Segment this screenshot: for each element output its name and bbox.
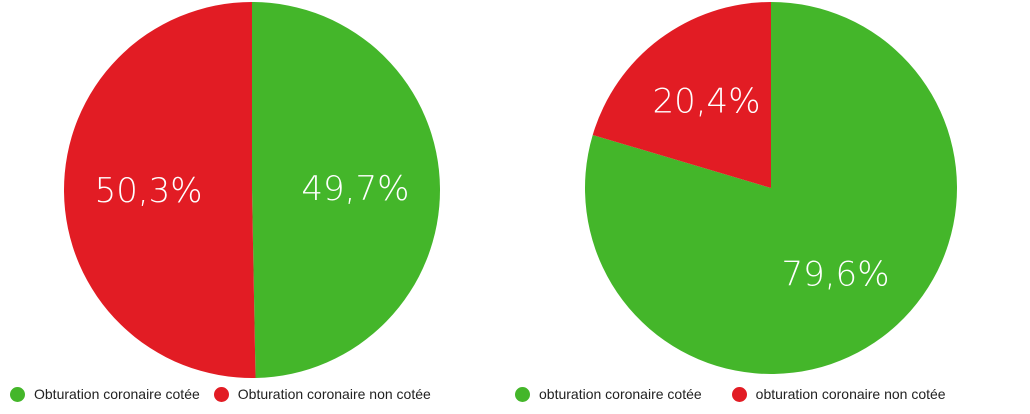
slice-percent-label: 20,4% <box>652 82 760 122</box>
legend-dot-icon <box>731 386 747 402</box>
legend-label: obturation coronaire cotée <box>539 386 702 402</box>
slice-percent-label: 50,3% <box>95 171 203 211</box>
chart-left: 49,7% 50,3% Obturation coronaire cotée Ob… <box>0 0 510 414</box>
pie-slice <box>252 2 440 378</box>
legend-left: Obturation coronaire cotée Obturation co… <box>10 386 431 402</box>
legend-dot-icon <box>515 386 530 402</box>
legend-label: Obturation coronaire cotée <box>34 386 200 402</box>
legend-item-cotee: obturation coronaire cotée <box>515 386 702 402</box>
slice-percent-label: 79,6% <box>781 254 889 294</box>
pie-slice <box>63 2 256 379</box>
legend-dot-icon <box>213 386 229 402</box>
legend-item-non-cotee: Obturation coronaire non cotée <box>213 386 431 402</box>
legend-dot-icon <box>10 386 25 402</box>
legend-label: Obturation coronaire non cotée <box>237 386 431 402</box>
legend-item-non-cotee: obturation coronaire non cotée <box>731 386 946 402</box>
chart-right: 79,6% 20,4% obturation coronaire cotée ob… <box>510 0 1030 414</box>
legend-item-cotee: Obturation coronaire cotée <box>10 386 200 402</box>
legend-right: obturation coronaire cotée obturation co… <box>515 386 946 402</box>
legend-label: obturation coronaire non cotée <box>755 386 946 402</box>
slice-percent-label: 49,7% <box>301 169 409 209</box>
pie-slice <box>592 2 771 188</box>
pie-chart-left: 49,7% 50,3% <box>63 2 440 379</box>
pie-chart-right: 79,6% 20,4% <box>585 2 957 374</box>
